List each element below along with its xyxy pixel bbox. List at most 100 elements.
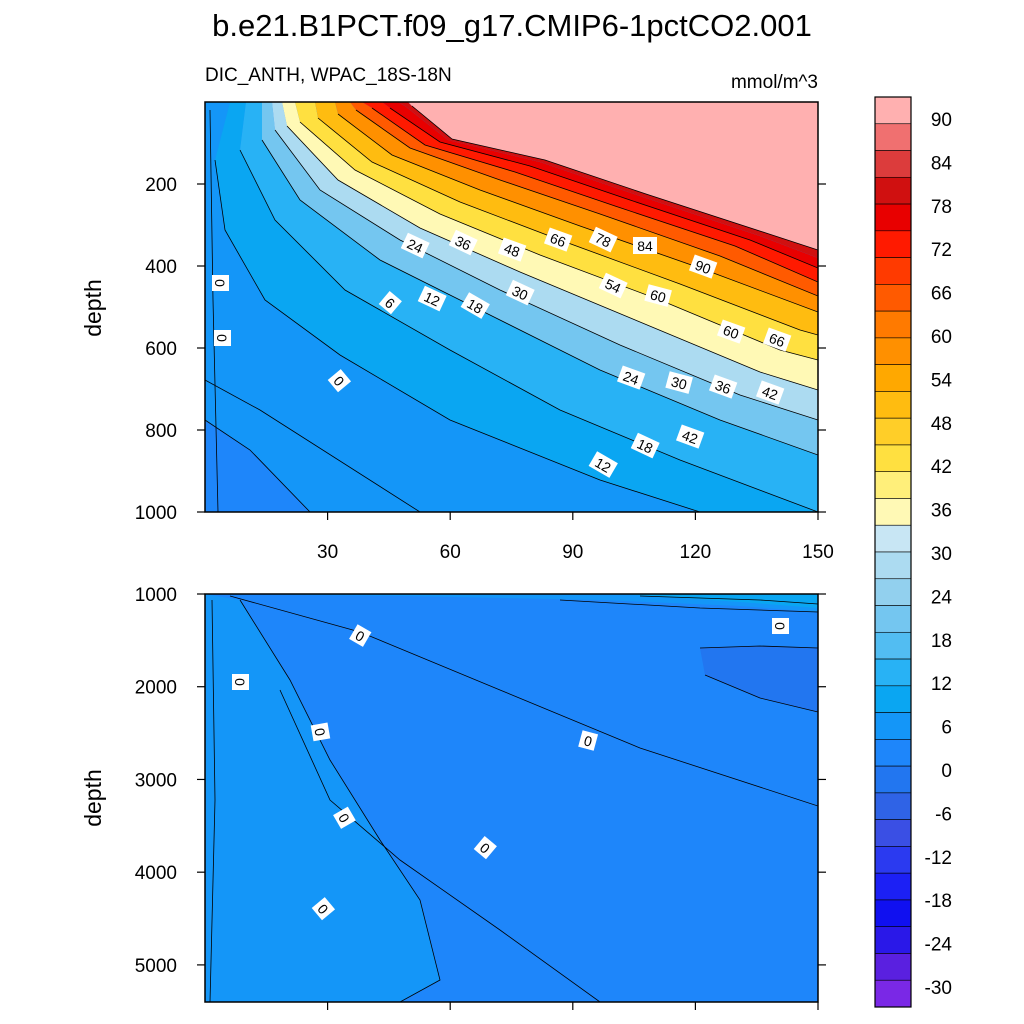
contour-label-text: 24	[621, 368, 641, 388]
lower-contour-lines	[209, 595, 818, 1002]
colorbar-label: 0	[941, 761, 952, 782]
colorbar-segment	[874, 123, 912, 151]
colorbar-segment	[874, 605, 912, 633]
contour-line	[355, 109, 818, 297]
contour-line	[214, 159, 701, 512]
upper-band-18	[262, 102, 818, 455]
colorbar-segment	[874, 524, 912, 553]
contour-label-text: 42	[680, 427, 700, 447]
contour-line	[205, 419, 311, 512]
contour-label-box	[311, 897, 336, 921]
lower-y-tick-label: 1000	[135, 585, 177, 606]
upper-y-tick-label: 600	[145, 339, 177, 360]
contour-label: 36	[708, 374, 738, 399]
contour-line	[239, 599, 441, 1002]
upper-band-42	[315, 102, 818, 335]
contour-label-box	[349, 624, 372, 647]
colorbar-segment	[874, 176, 912, 205]
chart-title: b.e21.B1PCT.f09_g17.CMIP6-1pctCO2.001	[212, 8, 812, 43]
upper-y-tick-label: 200	[145, 175, 177, 196]
upper-band-78	[398, 102, 818, 258]
colorbar-segment	[874, 578, 912, 606]
contour-label-box	[460, 292, 490, 319]
colorbar-segment	[874, 765, 912, 794]
contour-label-box	[716, 319, 746, 344]
contour-line	[299, 121, 818, 361]
colorbar-segment	[874, 739, 912, 767]
colorbar-segment	[874, 337, 912, 365]
colorbar-segment	[874, 391, 912, 419]
colorbar-label: -24	[925, 935, 953, 956]
colorbar-segment	[874, 872, 912, 901]
upper-band-60	[362, 102, 818, 282]
colorbar-segment	[874, 150, 912, 178]
contour-label: 48	[497, 237, 527, 262]
contour-label-box	[214, 330, 231, 346]
colorbar-segment	[874, 658, 912, 687]
contour-label-text: 0	[772, 622, 788, 630]
upper-band-24	[272, 102, 818, 420]
contour-label: 84	[633, 237, 657, 254]
upper-band-90	[408, 102, 818, 250]
contour-label: 0	[333, 806, 356, 829]
contour-label: 24	[400, 232, 430, 259]
contour-label: 0	[772, 618, 789, 634]
lower-y-tick-label: 4000	[135, 863, 177, 884]
contour-label-text: 66	[767, 330, 787, 350]
upper-band-0b	[205, 102, 700, 512]
contour-label-box	[378, 290, 402, 315]
contour-label-box	[644, 284, 672, 307]
upper-contour-lines	[205, 105, 818, 512]
contour-line	[209, 599, 216, 1002]
contour-label-text: 30	[510, 282, 531, 303]
colorbar-segment	[874, 631, 912, 660]
colorbar-label: 90	[931, 110, 952, 131]
lower-contour-fill	[205, 594, 818, 1002]
colorbar-segment	[874, 444, 912, 473]
contour-label-box	[633, 237, 657, 254]
contour-label-text: 12	[592, 454, 614, 476]
contour-label-box	[505, 279, 535, 306]
contour-label-text: 42	[760, 383, 780, 403]
contour-label-box	[588, 226, 618, 253]
colorbar-label: 30	[931, 544, 952, 565]
contour-line	[704, 674, 818, 713]
chart-subtitle: DIC_ANTH, WPAC_18S-18N	[205, 65, 452, 86]
contour-label: 18	[460, 292, 490, 319]
contour-label-text: 18	[464, 295, 486, 317]
colorbar-label: 42	[931, 457, 952, 478]
colorbar-label: 48	[931, 414, 952, 435]
contour-label-box	[400, 232, 430, 259]
contour-label-box	[630, 432, 660, 459]
contour-label-box	[688, 254, 718, 279]
lower-panel-frame	[204, 593, 819, 1003]
contour-label: 60	[716, 319, 746, 344]
lower-panel: 1000 2000 3000 4000 5000 0 0 0 0 0 0 0 0	[135, 585, 826, 1010]
colorbar-label: 12	[931, 674, 952, 695]
contour-label-text: 60	[648, 286, 667, 306]
contour-label-box	[327, 369, 352, 393]
contour-label: 0	[212, 275, 229, 291]
contour-label-box	[310, 722, 331, 742]
colorbar-segment	[874, 712, 912, 740]
contour-label-text: 0	[212, 279, 228, 287]
contour-line	[209, 109, 219, 512]
upper-x-tick-label: 150	[802, 542, 834, 563]
contour-label-text: 66	[548, 230, 568, 250]
upper-y-axis-label: depth	[80, 279, 106, 337]
colorbar-segment	[874, 230, 912, 258]
contour-label-text: 54	[603, 275, 624, 296]
upper-band-36	[295, 102, 818, 360]
contour-line	[286, 125, 818, 391]
contour-label-box	[598, 272, 628, 299]
upper-band-30	[282, 102, 818, 390]
colorbar: 908478726660544842363024181260-6-12-18-2…	[874, 96, 953, 1008]
contour-label-text: 36	[713, 377, 733, 397]
upper-contour-fill	[205, 102, 818, 512]
colorbar-segment	[874, 979, 912, 1008]
contour-line	[389, 107, 818, 269]
upper-panel-frame	[204, 101, 819, 513]
contour-label-text: 36	[453, 232, 474, 253]
contour-label: 6	[378, 290, 402, 315]
contour-label: 0	[578, 730, 599, 751]
